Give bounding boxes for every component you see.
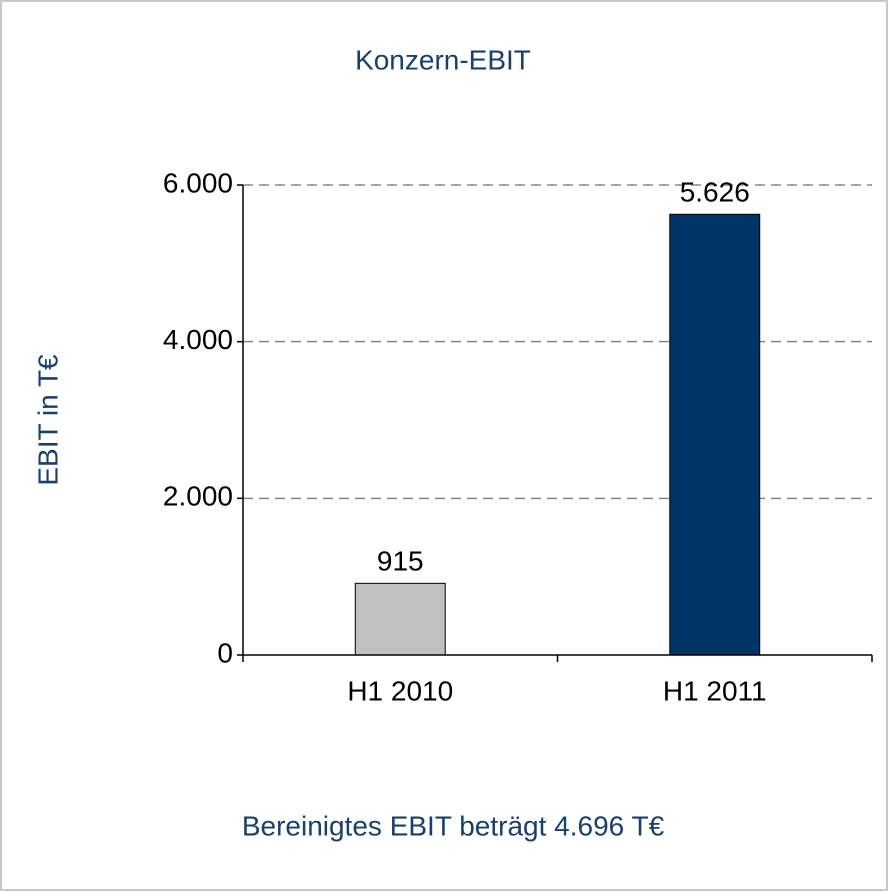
data-label: 5.626 bbox=[680, 177, 750, 208]
bar bbox=[669, 213, 761, 656]
bar bbox=[354, 582, 446, 656]
x-tick-label: H1 2010 bbox=[347, 675, 453, 706]
chart-title: Konzern-EBIT bbox=[355, 44, 531, 75]
y-tick-label: 6.000 bbox=[163, 167, 233, 198]
y-tick-label: 4.000 bbox=[163, 324, 233, 355]
data-label: 915 bbox=[377, 546, 424, 577]
y-tick-label: 0 bbox=[217, 637, 233, 668]
y-axis-label: EBIT in T€ bbox=[32, 354, 63, 486]
y-tick-label: 2.000 bbox=[163, 481, 233, 512]
x-tick-label: H1 2011 bbox=[663, 675, 767, 706]
annotation: Bereinigtes EBIT beträgt 4.696 T€ bbox=[242, 810, 665, 841]
